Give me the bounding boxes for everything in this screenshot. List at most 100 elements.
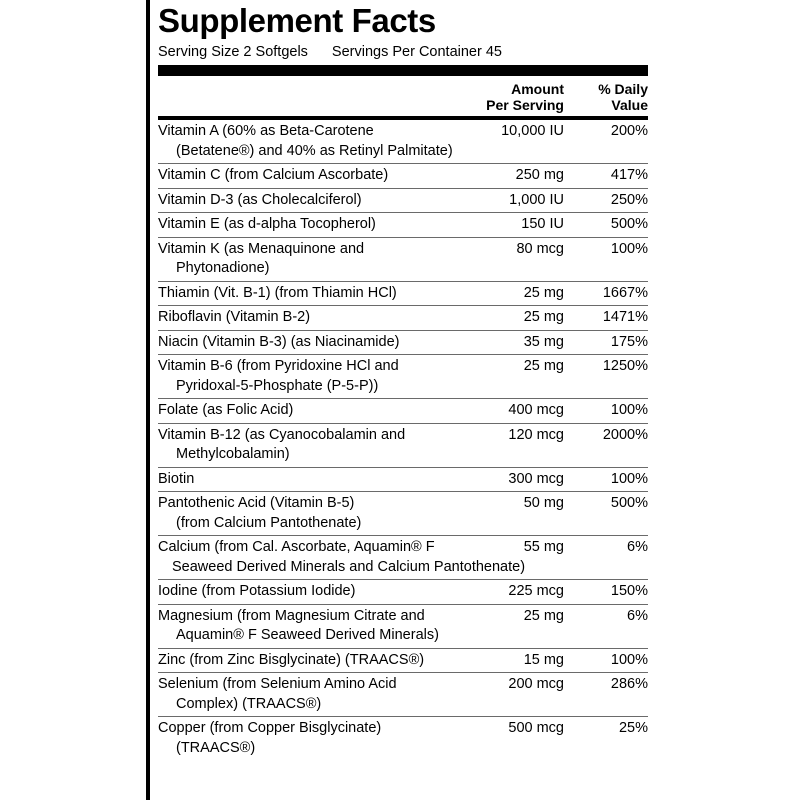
nutrient-name: Copper (from Copper Bisglycinate)	[158, 720, 382, 736]
nutrient-name-continuation: Complex) (TRAACS®)	[176, 695, 322, 712]
nutrient-name: Vitamin E (as d-alpha Tocopherol)	[158, 216, 376, 232]
nutrient-daily-value: 500%	[610, 495, 648, 511]
nutrient-name: Pantothenic Acid (Vitamin B-5)	[158, 495, 355, 511]
table-row: Vitamin E (as d-alpha Tocopherol) 150 IU 5…	[158, 213, 648, 237]
nutrient-daily-value: 286%	[610, 676, 648, 692]
nutrient-name: Zinc (from Zinc Bisglycinate) (TRAACS®)	[158, 651, 425, 668]
row-divider	[158, 579, 648, 580]
nutrient-amount: 120 mcg	[508, 426, 564, 443]
nutrient-name: Biotin	[158, 470, 195, 487]
table-row: Niacin (Vitamin B-3) (as Niacinamide) 35 …	[158, 331, 648, 355]
nutrient-name: Magnesium (from Magnesium Citrate and	[158, 607, 425, 624]
nutrient-daily-value: 6%	[627, 607, 648, 624]
table-row: Riboflavin (Vitamin B-2) 25 mg 1471%	[158, 306, 648, 330]
table-row: Vitamin D-3 (as Cholecalciferol) 1,000 IU…	[158, 189, 648, 213]
nutrient-daily-value: 100%	[610, 470, 648, 487]
table-row: Biotin 300 mcg 100%	[158, 468, 648, 492]
nutrient-daily-value: 100%	[610, 240, 648, 257]
nutrient-amount: 10,000 IU	[501, 123, 564, 139]
table-row: Pantothenic Acid (Vitamin B-5) (from Calc…	[158, 492, 648, 535]
row-divider	[158, 672, 648, 673]
nutrient-daily-value: 1471%	[602, 309, 648, 325]
divider-medium-header	[158, 116, 648, 120]
nutrient-name: Calcium (from Cal. Ascorbate, Aquamin® F	[158, 539, 435, 555]
row-divider	[158, 422, 648, 424]
supplement-facts-panel: Supplement Facts Serving Size 2 Softgels…	[146, 0, 658, 800]
nutrient-daily-value: 1250%	[602, 358, 648, 374]
nutrient-daily-value: 2000%	[602, 426, 648, 443]
nutrient-daily-value: 6%	[627, 539, 648, 555]
nutrient-name: Thiamin (Vit. B-1) (from Thiamin HCl)	[158, 284, 397, 301]
nutrient-daily-value: 500%	[610, 216, 648, 232]
row-divider	[158, 716, 648, 717]
column-header-line-2: Per Serving Value	[158, 97, 648, 113]
nutrient-amount: 150 IU	[521, 216, 564, 232]
table-row: Vitamin A (60% as Beta-Carotene (Betatene…	[158, 120, 648, 163]
nutrient-amount: 500 mcg	[508, 720, 564, 736]
nutrient-amount: 300 mcg	[508, 470, 564, 487]
amount-header-line-1: Amount	[511, 81, 564, 97]
row-divider	[158, 187, 648, 189]
column-header-line-1: Amount % Daily	[158, 81, 648, 97]
table-row: Magnesium (from Magnesium Citrate and Aqu…	[158, 605, 648, 648]
table-row: Zinc (from Zinc Bisglycinate) (TRAACS®) 1…	[158, 649, 648, 673]
nutrient-amount: 1,000 IU	[509, 191, 564, 208]
divider-thick-top	[158, 65, 648, 76]
row-divider	[158, 466, 648, 468]
dv-header-line-1: % Daily	[598, 81, 648, 97]
nutrient-amount: 80 mcg	[516, 240, 564, 257]
table-row: Folate (as Folic Acid) 400 mcg 100%	[158, 399, 648, 423]
table-row: Vitamin B-12 (as Cyanocobalamin and Methy…	[158, 424, 648, 467]
nutrient-amount: 200 mcg	[508, 676, 564, 692]
amount-header-line-2: Per Serving	[486, 97, 564, 113]
nutrient-name-continuation: Phytonadione)	[176, 260, 270, 276]
nutrient-daily-value: 100%	[610, 402, 648, 418]
table-row: Vitamin B-6 (from Pyridoxine HCl and Pyri…	[158, 355, 648, 398]
nutrient-name-continuation: Aquamin® F Seaweed Derived Minerals)	[176, 627, 439, 643]
row-divider	[158, 212, 648, 213]
nutrient-rows: Vitamin A (60% as Beta-Carotene (Betatene…	[158, 120, 648, 760]
row-divider	[158, 236, 648, 238]
table-row: Selenium (from Selenium Amino Acid Comple…	[158, 673, 648, 716]
row-divider	[158, 603, 648, 605]
row-divider	[158, 305, 648, 306]
nutrient-name-continuation: (from Calcium Pantothenate)	[176, 514, 362, 531]
nutrient-name: Vitamin K (as Menaquinone and	[158, 240, 365, 257]
nutrient-amount: 50 mg	[523, 495, 564, 511]
nutrient-name: Niacin (Vitamin B-3) (as Niacinamide)	[158, 333, 400, 350]
row-divider	[158, 398, 648, 399]
nutrient-amount: 55 mg	[523, 539, 564, 555]
nutrient-amount: 25 mg	[523, 607, 564, 624]
table-row: Vitamin K (as Menaquinone and Phytonadion…	[158, 238, 648, 281]
nutrient-daily-value: 1667%	[602, 284, 648, 301]
row-divider	[158, 354, 648, 355]
nutrient-daily-value: 25%	[618, 720, 648, 736]
row-divider	[158, 329, 648, 331]
nutrient-name-continuation: Methylcobalamin)	[176, 446, 290, 462]
nutrient-name: Riboflavin (Vitamin B-2)	[158, 309, 311, 325]
nutrient-name: Vitamin A (60% as Beta-Carotene	[158, 123, 374, 139]
nutrient-amount: 250 mg	[515, 167, 564, 183]
dv-header-line-2: Value	[611, 97, 648, 113]
table-row: Calcium (from Cal. Ascorbate, Aquamin® F…	[158, 536, 648, 579]
nutrient-name-continuation: Pyridoxal-5-Phosphate (P-5-P))	[176, 377, 379, 394]
nutrient-amount: 35 mg	[523, 333, 564, 350]
row-divider	[158, 535, 648, 536]
nutrient-amount: 25 mg	[523, 309, 564, 325]
nutrient-name-continuation: Seaweed Derived Minerals and Calcium Pan…	[172, 558, 526, 575]
nutrient-amount: 400 mcg	[508, 402, 564, 418]
row-divider	[158, 647, 648, 649]
nutrient-name-continuation: (Betatene®) and 40% as Retinyl Palmitate…	[176, 142, 453, 159]
table-row: Thiamin (Vit. B-1) (from Thiamin HCl) 25 …	[158, 282, 648, 306]
table-row: Copper (from Copper Bisglycinate) (TRAACS…	[158, 717, 648, 760]
nutrient-amount: 15 mg	[523, 651, 564, 668]
table-row: Vitamin C (from Calcium Ascorbate) 250 mg…	[158, 164, 648, 188]
row-divider	[158, 280, 648, 282]
servings-per-container: Servings Per Container 45	[331, 44, 502, 60]
nutrient-name: Vitamin B-6 (from Pyridoxine HCl and	[158, 358, 399, 374]
nutrient-amount: 25 mg	[523, 284, 564, 301]
serving-info: Serving Size 2 Softgels Servings Per Cont…	[158, 42, 648, 62]
nutrient-daily-value: 250%	[610, 191, 648, 208]
nutrient-name: Vitamin B-12 (as Cyanocobalamin and	[158, 426, 406, 443]
nutrient-name: Vitamin C (from Calcium Ascorbate)	[158, 167, 389, 183]
